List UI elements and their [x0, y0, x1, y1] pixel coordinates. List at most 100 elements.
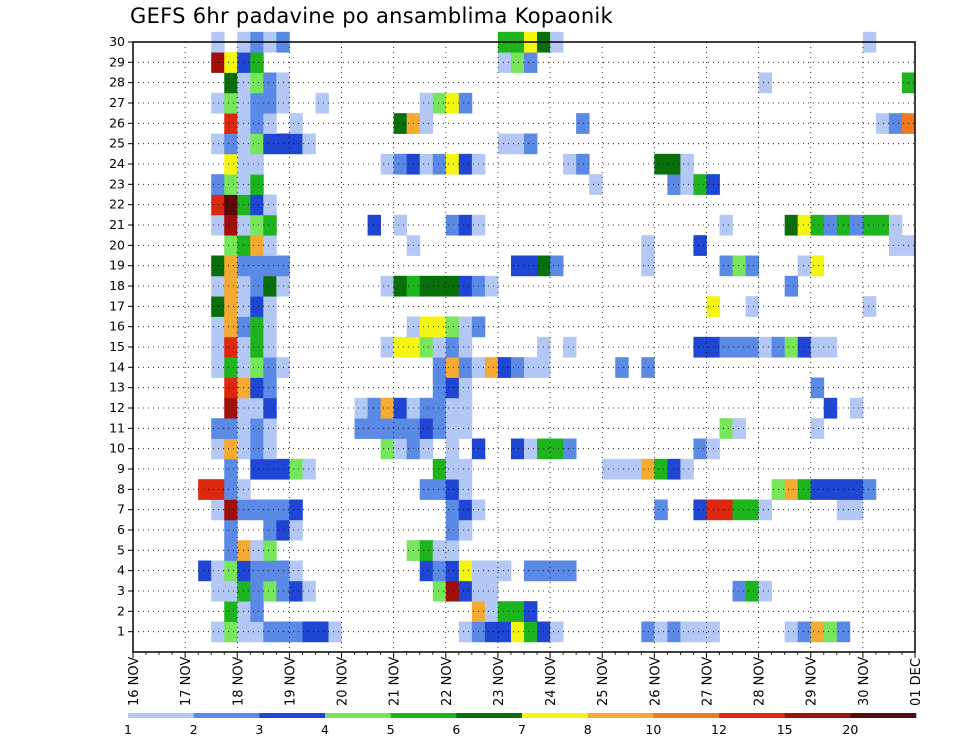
- heatmap-cell: [211, 174, 225, 195]
- heatmap-cell: [432, 479, 447, 500]
- heatmap-cell: [263, 296, 277, 317]
- heatmap-cell: [224, 438, 238, 460]
- heatmap-cell: [888, 235, 903, 256]
- heatmap-cell: [758, 72, 773, 94]
- colorbar-label: 5: [387, 722, 395, 737]
- x-tick-label: 26 NOV: [648, 657, 663, 706]
- heatmap-cell: [445, 458, 460, 480]
- heatmap-cell: [211, 479, 225, 500]
- heatmap-cell: [823, 621, 838, 643]
- heatmap-cell: [224, 336, 238, 358]
- heatmap-cell: [510, 621, 525, 643]
- heatmap-cell: [719, 255, 733, 277]
- heatmap-cell: [758, 336, 773, 358]
- heatmap-cell: [823, 214, 838, 236]
- heatmap-cell: [693, 235, 707, 256]
- y-tick-label: 12: [109, 400, 125, 415]
- y-tick-label: 25: [109, 136, 125, 151]
- heatmap-cell: [745, 296, 759, 317]
- heatmap-cell: [432, 458, 447, 480]
- heatmap-cell: [810, 377, 825, 399]
- heatmap-cell: [211, 418, 225, 439]
- y-tick-label: 27: [109, 95, 125, 110]
- heatmap-cell: [263, 255, 277, 277]
- heatmap-cell: [797, 479, 812, 500]
- heatmap-cell: [550, 438, 564, 460]
- x-tick-label: 01 DEC: [909, 658, 924, 706]
- heatmap-cell: [250, 214, 264, 236]
- heatmap-cell: [263, 377, 277, 399]
- colorbar-swatch: [193, 713, 260, 718]
- heatmap-cell: [445, 418, 460, 439]
- heatmap-cell: [380, 153, 395, 175]
- heatmap-cell: [302, 580, 316, 602]
- heatmap-cell: [497, 133, 512, 155]
- heatmap-cell: [224, 174, 238, 195]
- heatmap-cell: [263, 580, 277, 602]
- heatmap-cell: [875, 113, 890, 134]
- y-tick-label: 8: [117, 481, 125, 496]
- heatmap-cell: [250, 397, 264, 419]
- heatmap-cell: [263, 458, 277, 480]
- heatmap-cell: [211, 52, 225, 73]
- heatmap-cell: [445, 499, 460, 521]
- heatmap-cell: [550, 560, 564, 582]
- heatmap-cell: [302, 133, 316, 155]
- heatmap-cell: [224, 275, 238, 297]
- x-tick-label: 28 NOV: [753, 657, 768, 706]
- heatmap-cell: [419, 316, 434, 338]
- heatmap-cell: [250, 336, 264, 358]
- heatmap-cell: [550, 255, 564, 277]
- heatmap-cell: [250, 560, 264, 582]
- heatmap-cell: [328, 621, 342, 643]
- heatmap-cell: [419, 397, 434, 419]
- heatmap-cell: [250, 316, 264, 338]
- heatmap-cell: [784, 479, 799, 500]
- heatmap-cell: [745, 580, 759, 602]
- heatmap-cell: [810, 621, 825, 643]
- heatmap-cell: [393, 438, 408, 460]
- heatmap-cell: [576, 113, 590, 134]
- heatmap-cell: [289, 499, 303, 521]
- heatmap-cell: [224, 377, 238, 399]
- heatmap-cell: [497, 357, 512, 378]
- heatmap-cell: [393, 418, 408, 439]
- heatmap-cell: [419, 92, 434, 114]
- y-tick-label: 22: [109, 197, 125, 212]
- heatmap-cell: [458, 397, 473, 419]
- heatmap-cell: [432, 397, 447, 419]
- heatmap-cell: [419, 438, 434, 460]
- heatmap-cell: [550, 621, 564, 643]
- y-tick-label: 11: [109, 420, 125, 435]
- heatmap-cell: [263, 560, 277, 582]
- heatmap-cell: [497, 560, 512, 582]
- heatmap-cell: [263, 72, 277, 94]
- heatmap-cell: [445, 519, 460, 541]
- heatmap-cell: [263, 499, 277, 521]
- colorbar-swatch: [653, 713, 720, 718]
- heatmap-cell: [211, 194, 225, 216]
- heatmap-cell: [810, 418, 825, 439]
- heatmap-cell: [784, 336, 799, 358]
- y-tick-label: 14: [109, 359, 125, 374]
- heatmap-cell: [849, 499, 864, 521]
- colorbar-swatch: [587, 713, 654, 718]
- heatmap-cell: [667, 153, 681, 175]
- x-tick-label: 17 NOV: [179, 657, 194, 706]
- colorbar-swatch: [719, 713, 785, 718]
- heatmap-cell: [224, 560, 238, 582]
- heatmap-cell: [263, 92, 277, 114]
- heatmap-cell: [289, 113, 303, 134]
- heatmap-cell: [354, 418, 368, 439]
- heatmap-cell: [250, 255, 264, 277]
- heatmap-cell: [380, 397, 395, 419]
- heatmap-cell: [211, 133, 225, 155]
- y-tick-label: 17: [109, 298, 125, 313]
- heatmap-cell: [524, 133, 538, 155]
- heatmap-cell: [510, 601, 525, 622]
- heatmap-cell: [745, 336, 759, 358]
- colorbar-label: 3: [255, 722, 263, 737]
- heatmap-cell: [432, 357, 447, 378]
- y-tick-label: 3: [117, 583, 125, 598]
- heatmap-cell: [758, 580, 773, 602]
